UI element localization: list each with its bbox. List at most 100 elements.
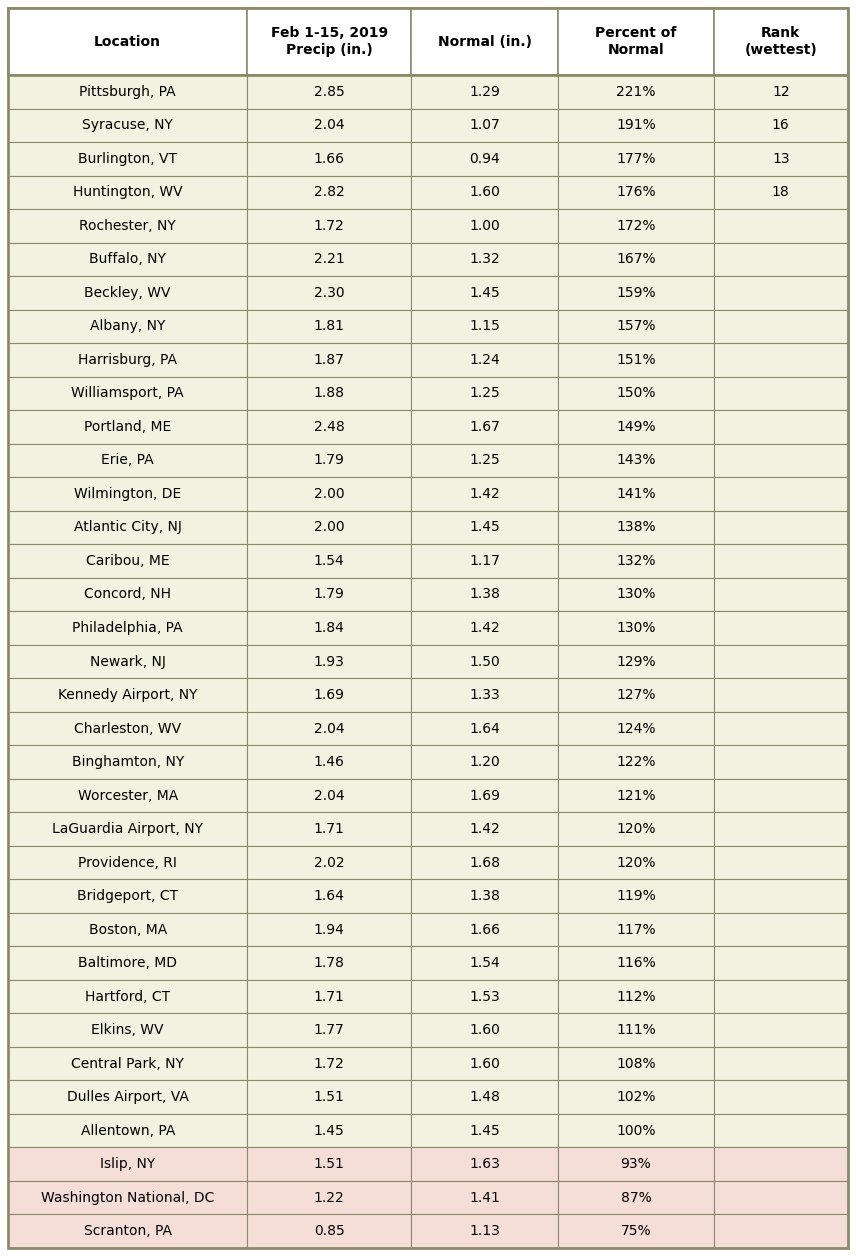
Bar	[247, 913, 411, 946]
Bar	[558, 276, 714, 310]
Text: 1.64: 1.64	[469, 721, 500, 736]
Text: 1.53: 1.53	[469, 990, 500, 1004]
Text: Beckley, WV: Beckley, WV	[85, 286, 171, 300]
Text: 120%: 120%	[616, 855, 656, 869]
Bar	[247, 511, 411, 544]
Text: 87%: 87%	[621, 1191, 651, 1205]
Bar	[714, 946, 848, 980]
Text: 1.71: 1.71	[314, 823, 345, 836]
Text: 1.72: 1.72	[314, 1056, 345, 1070]
Text: Washington National, DC: Washington National, DC	[41, 1191, 214, 1205]
Bar	[558, 1181, 714, 1215]
Bar	[714, 745, 848, 779]
Bar	[558, 1080, 714, 1114]
Bar	[558, 644, 714, 678]
Bar	[714, 511, 848, 544]
Bar	[411, 712, 558, 745]
Text: 1.67: 1.67	[469, 420, 500, 433]
Text: Elkins, WV: Elkins, WV	[92, 1024, 164, 1037]
Text: Rochester, NY: Rochester, NY	[80, 219, 176, 232]
Text: 1.24: 1.24	[469, 353, 500, 367]
Text: Providence, RI: Providence, RI	[78, 855, 177, 869]
Text: 177%: 177%	[616, 152, 656, 166]
Text: Hartford, CT: Hartford, CT	[85, 990, 170, 1004]
Bar	[411, 779, 558, 813]
Bar	[247, 411, 411, 443]
Text: 1.93: 1.93	[314, 654, 345, 668]
Bar	[8, 176, 247, 208]
Bar	[247, 578, 411, 612]
Bar	[558, 578, 714, 612]
Bar	[247, 980, 411, 1014]
Bar	[8, 242, 247, 276]
Bar	[558, 678, 714, 712]
Bar	[411, 1148, 558, 1181]
Text: 116%: 116%	[616, 956, 656, 970]
Bar	[558, 712, 714, 745]
Bar	[558, 377, 714, 411]
Bar	[411, 745, 558, 779]
Text: 1.25: 1.25	[469, 387, 500, 401]
Bar	[714, 411, 848, 443]
Bar	[247, 377, 411, 411]
Bar	[8, 544, 247, 578]
Text: 157%: 157%	[616, 319, 656, 333]
Bar	[558, 946, 714, 980]
Bar	[411, 1215, 558, 1248]
Text: 120%: 120%	[616, 823, 656, 836]
Bar	[411, 946, 558, 980]
Bar	[8, 377, 247, 411]
Text: Burlington, VT: Burlington, VT	[78, 152, 177, 166]
Bar	[411, 276, 558, 310]
Text: 108%: 108%	[616, 1056, 656, 1070]
Text: 167%: 167%	[616, 252, 656, 266]
Text: 1.15: 1.15	[469, 319, 500, 333]
Bar	[411, 1080, 558, 1114]
Bar	[714, 612, 848, 644]
Text: 1.25: 1.25	[469, 453, 500, 467]
Text: 138%: 138%	[616, 520, 656, 535]
Bar	[8, 813, 247, 845]
Text: 1.22: 1.22	[314, 1191, 345, 1205]
Bar	[714, 578, 848, 612]
Bar	[558, 443, 714, 477]
Bar	[714, 644, 848, 678]
Text: Portland, ME: Portland, ME	[84, 420, 171, 433]
Bar	[411, 377, 558, 411]
Bar	[714, 1014, 848, 1048]
Text: Williamsport, PA: Williamsport, PA	[71, 387, 184, 401]
Text: Location: Location	[94, 34, 161, 49]
Text: 121%: 121%	[616, 789, 656, 803]
Text: 132%: 132%	[616, 554, 656, 568]
Bar	[247, 946, 411, 980]
Bar	[247, 1048, 411, 1080]
Text: 1.66: 1.66	[469, 923, 500, 937]
Bar	[558, 1048, 714, 1080]
Text: 1.07: 1.07	[469, 118, 500, 132]
Bar	[558, 310, 714, 343]
Text: 1.48: 1.48	[469, 1090, 500, 1104]
Text: 112%: 112%	[616, 990, 656, 1004]
Text: Bridgeport, CT: Bridgeport, CT	[77, 889, 178, 903]
Bar	[558, 879, 714, 913]
Text: Erie, PA: Erie, PA	[101, 453, 154, 467]
Bar	[8, 612, 247, 644]
Text: 1.60: 1.60	[469, 1056, 500, 1070]
Text: 221%: 221%	[616, 85, 656, 99]
Text: 12: 12	[772, 85, 789, 99]
Bar	[411, 310, 558, 343]
Text: Scranton, PA: Scranton, PA	[84, 1225, 172, 1238]
Text: Binghamton, NY: Binghamton, NY	[72, 755, 184, 769]
Text: 1.94: 1.94	[314, 923, 345, 937]
Text: 1.66: 1.66	[314, 152, 345, 166]
Bar	[8, 644, 247, 678]
Bar	[247, 310, 411, 343]
Bar	[558, 1215, 714, 1248]
Bar	[247, 612, 411, 644]
Bar	[714, 980, 848, 1014]
Bar	[714, 913, 848, 946]
Text: 122%: 122%	[616, 755, 656, 769]
Bar	[8, 845, 247, 879]
Bar	[411, 1114, 558, 1148]
Bar	[558, 343, 714, 377]
